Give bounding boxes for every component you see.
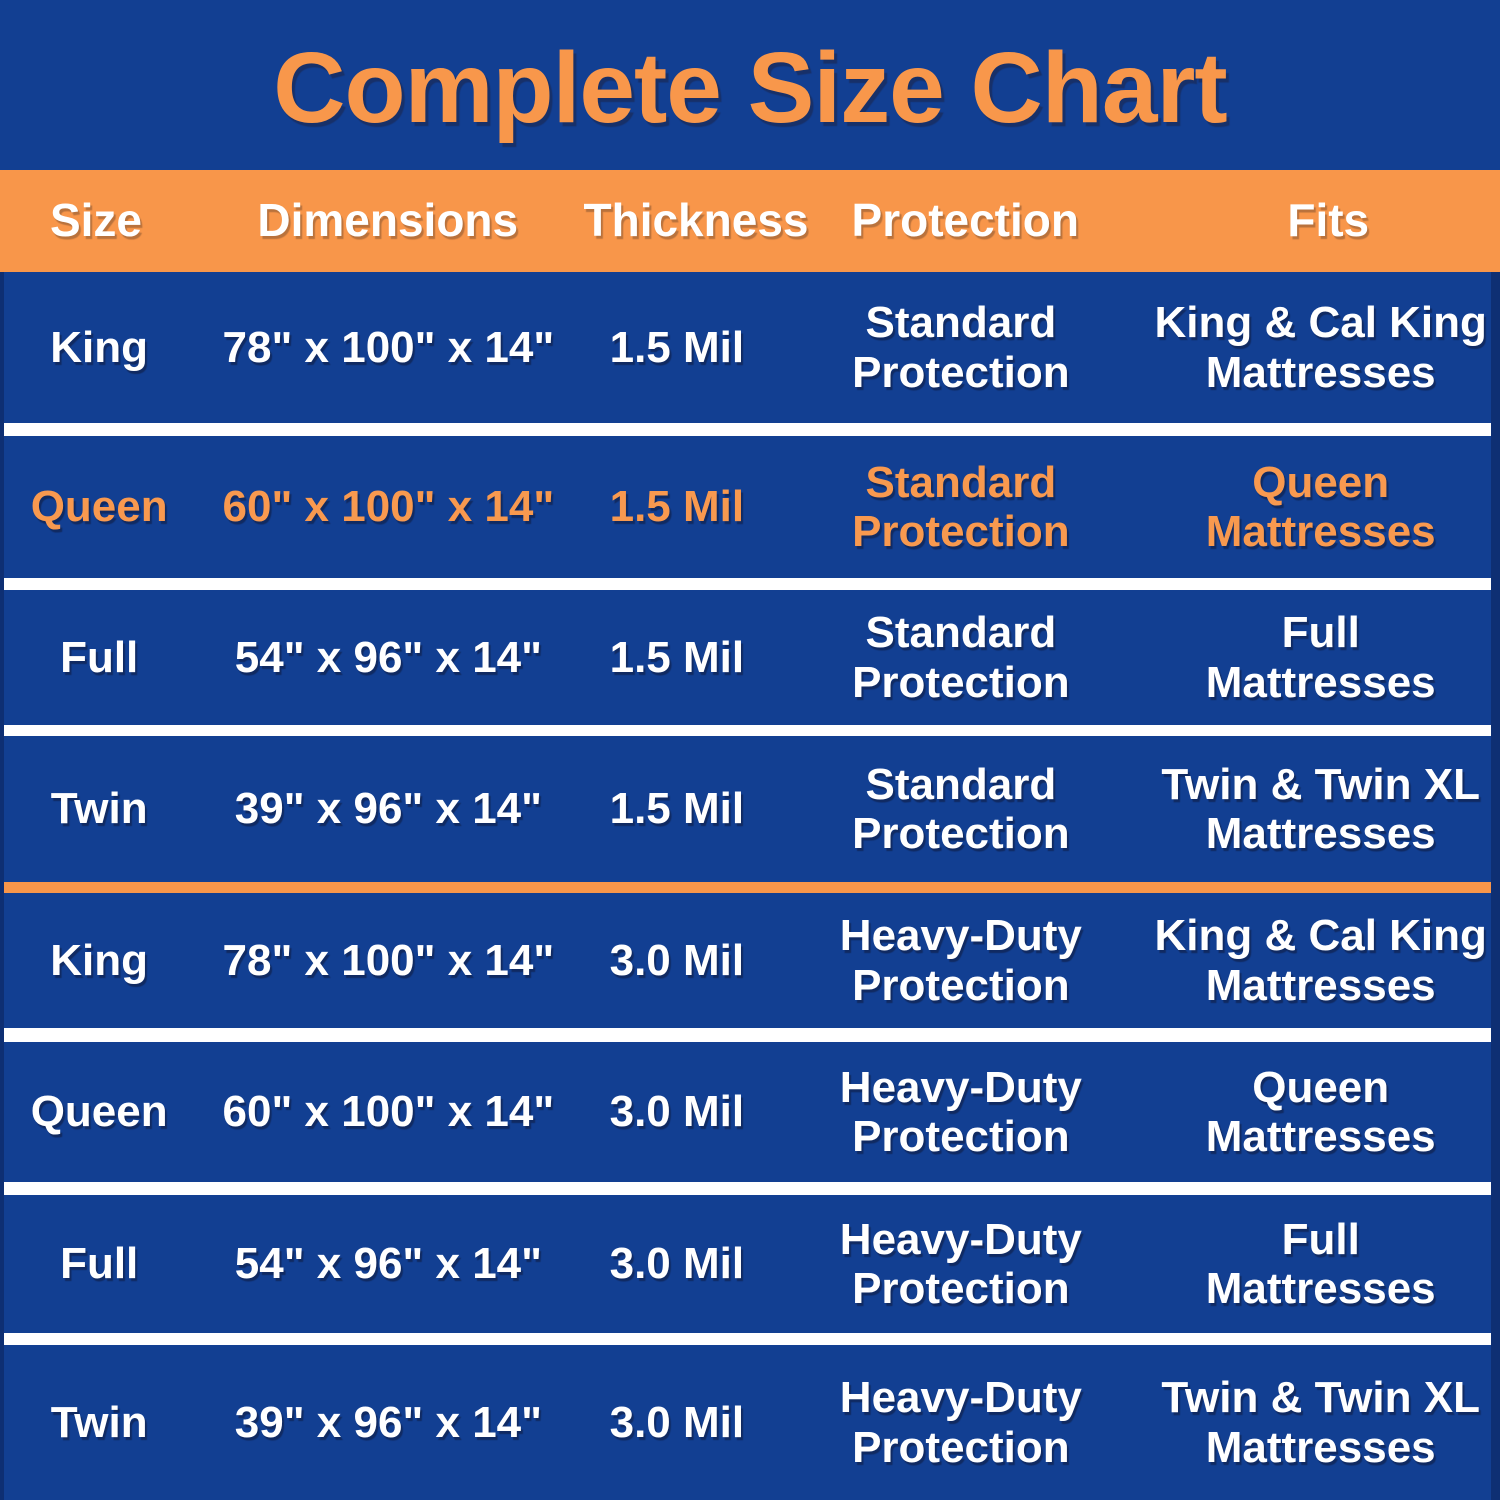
cell-fits: Full Mattresses [1205,608,1436,707]
cell-protection: Standard Protection [852,457,1070,556]
cell-protection: Heavy-Duty Protection [839,1214,1082,1313]
cell-thickness: 3.0 Mil [609,1397,745,1447]
header-cell-dimensions: Dimensions [257,194,519,247]
cell-protection: Heavy-Duty Protection [839,1062,1082,1161]
row-separator [4,1333,1491,1345]
cell-size: Full [60,632,139,682]
cell-thickness: 1.5 Mil [609,632,745,682]
cell-protection: Heavy-Duty Protection [839,911,1082,1010]
cell-protection: Standard Protection [852,759,1070,858]
cell-protection: Standard Protection [852,298,1070,397]
cell-thickness: 1.5 Mil [609,322,745,372]
cell-fits: Twin & Twin XL Mattresses [1161,1373,1480,1472]
header-cell-size: Size [49,194,143,247]
cell-size: King [50,322,149,372]
table-row: King 78" x 100" x 14" 3.0 Mil Heavy-Duty… [4,893,1491,1028]
cell-size: Twin [50,1397,148,1447]
cell-size: Queen [30,1087,168,1137]
section-divider [4,882,1491,893]
row-separator [4,578,1491,590]
table-row-highlighted: Queen 60" x 100" x 14" 1.5 Mil Standard … [4,436,1491,578]
cell-dimensions: 39" x 96" x 14" [234,784,542,834]
cell-dimensions: 60" x 100" x 14" [222,482,555,532]
cell-thickness: 3.0 Mil [609,1087,745,1137]
cell-fits: King & Cal King Mattresses [1154,298,1487,397]
row-separator [4,725,1491,736]
cell-size: Twin [50,784,148,834]
row-separator [4,423,1491,436]
table-row: Full 54" x 96" x 14" 1.5 Mil Standard Pr… [4,590,1491,725]
cell-dimensions: 60" x 100" x 14" [222,1087,555,1137]
header-cell-protection: Protection [851,194,1079,247]
cell-fits: Queen Mattresses [1205,1062,1436,1161]
header-cell-thickness: Thickness [583,194,809,247]
table-row: Queen 60" x 100" x 14" 3.0 Mil Heavy-Dut… [4,1042,1491,1182]
header-cell-fits: Fits [1287,194,1370,247]
cell-fits: Twin & Twin XL Mattresses [1161,759,1480,858]
table-row: Full 54" x 96" x 14" 3.0 Mil Heavy-Duty … [4,1195,1491,1333]
cell-thickness: 1.5 Mil [609,482,745,532]
right-edge-margin [1491,272,1500,1500]
cell-fits: King & Cal King Mattresses [1154,911,1487,1010]
cell-protection: Standard Protection [852,608,1070,707]
cell-fits: Queen Mattresses [1205,457,1436,556]
cell-size: Full [60,1239,139,1289]
cell-thickness: 1.5 Mil [609,784,745,834]
cell-dimensions: 39" x 96" x 14" [234,1397,542,1447]
table-header: Size Dimensions Thickness Protection Fit… [0,170,1500,272]
cell-dimensions: 54" x 96" x 14" [234,632,542,682]
cell-dimensions: 54" x 96" x 14" [234,1239,542,1289]
table-row: King 78" x 100" x 14" 1.5 Mil Standard P… [4,272,1491,423]
row-separator [4,1028,1491,1042]
cell-size: King [50,935,149,985]
cell-dimensions: 78" x 100" x 14" [222,322,555,372]
row-separator [4,1182,1491,1195]
left-edge-margin [0,272,4,1500]
cell-thickness: 3.0 Mil [609,935,745,985]
cell-fits: Full Mattresses [1205,1214,1436,1313]
table-row: Twin 39" x 96" x 14" 1.5 Mil Standard Pr… [4,736,1491,882]
cell-thickness: 3.0 Mil [609,1239,745,1289]
title-block: Complete Size Chart [0,0,1500,170]
cell-dimensions: 78" x 100" x 14" [222,935,555,985]
page-title: Complete Size Chart [273,31,1227,144]
cell-protection: Heavy-Duty Protection [839,1373,1082,1472]
cell-size: Queen [30,482,168,532]
size-chart-table: King 78" x 100" x 14" 1.5 Mil Standard P… [4,272,1491,1500]
table-row: Twin 39" x 96" x 14" 3.0 Mil Heavy-Duty … [4,1345,1491,1500]
